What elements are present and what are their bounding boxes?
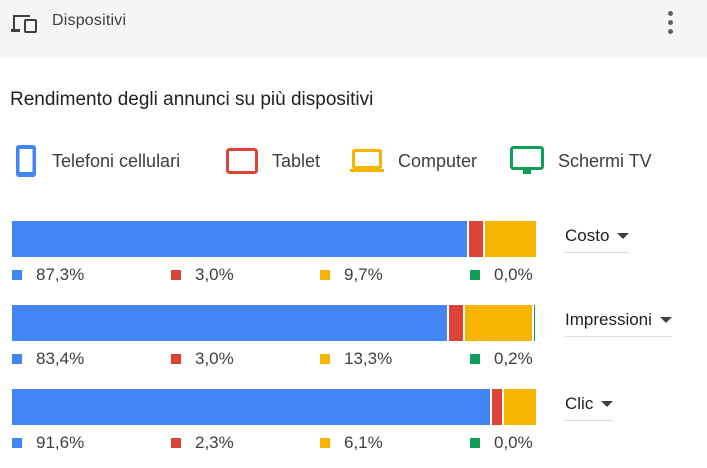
- legend: Telefoni cellulari Tablet Computer Scher…: [14, 144, 704, 178]
- stacked-bar-impressioni: [12, 305, 536, 341]
- legend-item-tv: Schermi TV: [510, 144, 652, 178]
- legend-label: Computer: [398, 150, 478, 171]
- metric-select-label: Impressioni: [565, 310, 652, 329]
- percentage-value: 13,3%: [344, 349, 393, 368]
- bar-segment: [12, 389, 492, 425]
- stacked-bar-clic: [12, 389, 536, 425]
- color-swatch: [12, 270, 22, 280]
- bar-segment: [485, 221, 536, 257]
- color-swatch: [320, 438, 330, 448]
- percentage-value: 3,0%: [195, 265, 234, 284]
- caret-down-icon: [659, 317, 672, 323]
- percentage-label: 6,1%: [320, 433, 383, 453]
- percentage-label: 0,2%: [470, 349, 533, 369]
- card-header: Dispositivi: [0, 0, 707, 57]
- percentage-value: 3,0%: [195, 349, 234, 368]
- color-swatch: [470, 354, 480, 364]
- percentage-label: 83,4%: [12, 349, 84, 369]
- caret-down-icon: [617, 233, 630, 239]
- tv-icon: [510, 146, 544, 174]
- metric-select-impressioni[interactable]: Impressioni: [565, 310, 672, 337]
- percentage-label: 9,7%: [320, 265, 383, 285]
- percentage-label: 3,0%: [171, 265, 234, 285]
- bar-segment: [449, 305, 465, 341]
- metric-select-costo[interactable]: Costo: [565, 226, 630, 253]
- phone-icon: [16, 145, 36, 177]
- legend-item-computer: Computer: [350, 144, 477, 178]
- color-swatch: [12, 438, 22, 448]
- laptop-icon: [350, 149, 384, 172]
- color-swatch: [470, 270, 480, 280]
- legend-label: Schermi TV: [558, 150, 652, 171]
- devices-icon: [11, 15, 37, 33]
- legend-item-phone: Telefoni cellulari: [14, 144, 180, 178]
- color-swatch: [320, 270, 330, 280]
- stacked-bar-costo: [12, 221, 536, 257]
- percentage-label: 87,3%: [12, 265, 84, 285]
- section-title: Rendimento degli annunci su più disposit…: [10, 89, 374, 110]
- percentage-value: 83,4%: [36, 349, 85, 368]
- color-swatch: [171, 438, 181, 448]
- card-title: Dispositivi: [52, 12, 127, 29]
- percentage-label: 3,0%: [171, 349, 234, 369]
- bar-segment: [534, 305, 536, 341]
- percentage-value: 0,0%: [494, 265, 533, 284]
- more-vert-icon[interactable]: [660, 8, 682, 38]
- metric-select-label: Clic: [565, 394, 594, 413]
- percentage-value: 6,1%: [344, 433, 383, 452]
- percentage-label: 13,3%: [320, 349, 392, 369]
- percentage-value: 0,2%: [494, 349, 533, 368]
- bar-segment: [469, 221, 486, 257]
- bar-segment: [464, 305, 535, 341]
- color-swatch: [171, 354, 181, 364]
- percentage-label: 91,6%: [12, 433, 84, 453]
- percentage-value: 9,7%: [344, 265, 383, 284]
- legend-item-tablet: Tablet: [226, 144, 320, 178]
- metric-select-clic[interactable]: Clic: [565, 394, 614, 421]
- bar-segment: [12, 305, 450, 341]
- legend-label: Tablet: [272, 150, 321, 171]
- percentage-value: 87,3%: [36, 265, 85, 284]
- color-swatch: [320, 354, 330, 364]
- metric-select-label: Costo: [565, 226, 610, 245]
- bar-segment: [491, 389, 505, 425]
- bar-segment: [504, 389, 536, 425]
- color-swatch: [12, 354, 22, 364]
- color-swatch: [171, 270, 181, 280]
- bar-segment: [12, 221, 470, 257]
- percentage-value: 2,3%: [195, 433, 234, 452]
- percentage-label: 0,0%: [470, 265, 533, 285]
- caret-down-icon: [601, 401, 614, 407]
- percentage-value: 0,0%: [494, 433, 533, 452]
- tablet-icon: [226, 148, 258, 174]
- legend-label: Telefoni cellulari: [52, 150, 181, 171]
- percentage-label: 0,0%: [470, 433, 533, 453]
- percentage-label: 2,3%: [171, 433, 234, 453]
- percentage-value: 91,6%: [36, 433, 85, 452]
- color-swatch: [470, 438, 480, 448]
